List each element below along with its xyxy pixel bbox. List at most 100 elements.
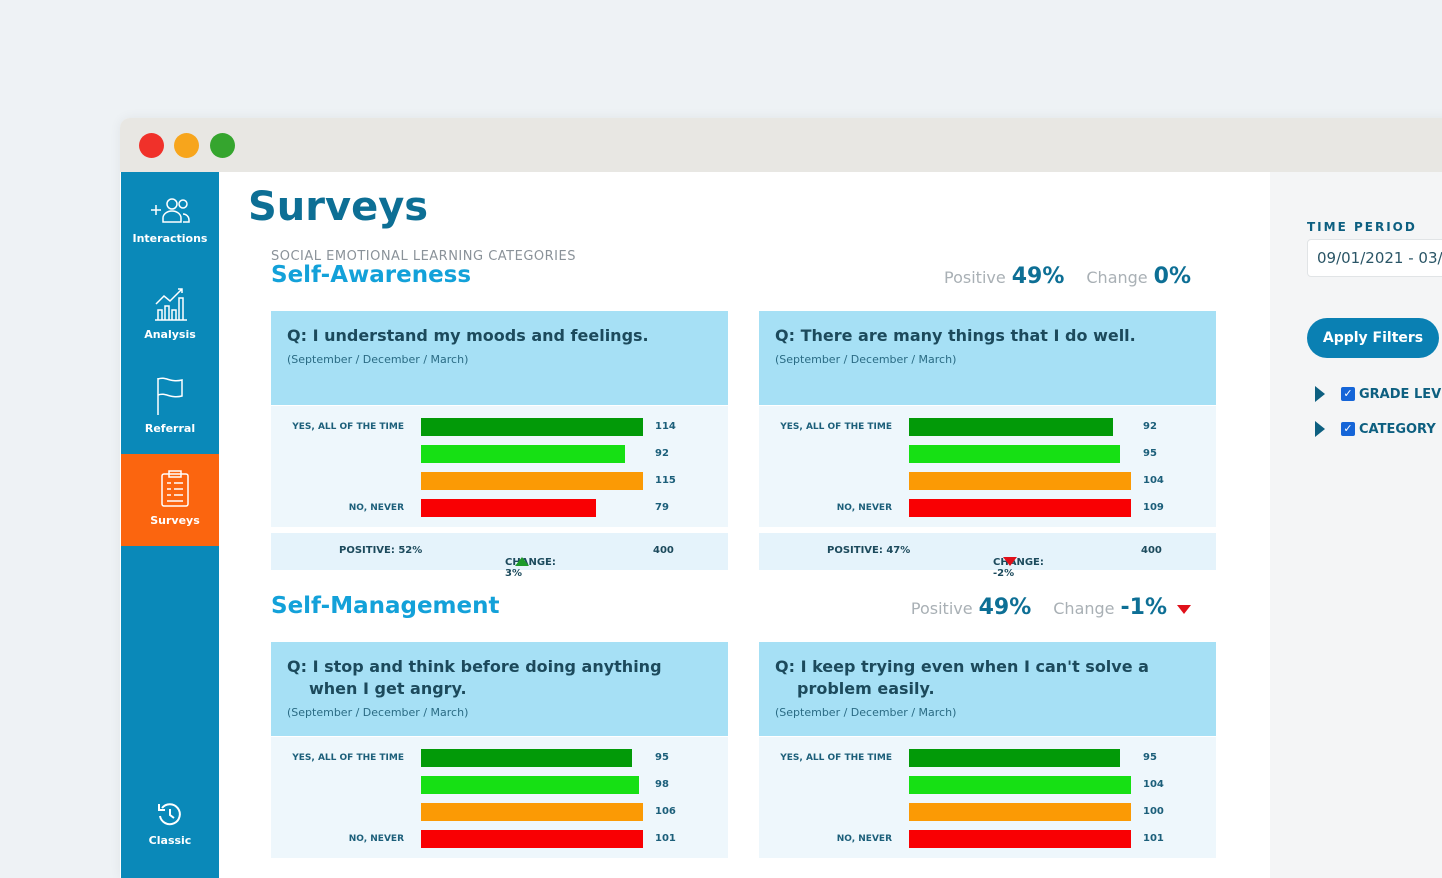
question-card: Q: I stop and think before doing anythin… xyxy=(271,642,728,878)
response-bar xyxy=(909,499,1131,517)
clipboard-icon xyxy=(161,470,189,507)
flag-icon xyxy=(157,377,183,415)
label-top: YES, ALL OF THE TIME xyxy=(292,753,404,763)
section-stats: Positive 49% Change 0% xyxy=(944,264,1191,289)
response-count: 79 xyxy=(655,502,669,513)
time-period-input[interactable]: 09/01/2021 - 03/1 xyxy=(1307,239,1442,277)
response-row: 106 xyxy=(271,803,728,821)
response-count: 104 xyxy=(1143,779,1164,790)
sidebar-item-analysis[interactable]: Analysis xyxy=(121,286,219,341)
response-bar xyxy=(909,749,1120,767)
response-count: 104 xyxy=(1143,475,1164,486)
label-bottom: NO, NEVER xyxy=(348,834,404,844)
label-top: YES, ALL OF THE TIME xyxy=(780,422,892,432)
response-bar xyxy=(421,499,597,517)
section-stats: Positive 49% Change -1% xyxy=(911,595,1191,620)
response-count: 95 xyxy=(1143,448,1157,459)
response-count: 115 xyxy=(655,475,676,486)
response-bar xyxy=(421,776,639,794)
response-bar xyxy=(421,418,643,436)
expand-arrow-icon[interactable] xyxy=(1315,386,1325,402)
response-bars: YES, ALL OF THE TIME 95 98 106 NO, NEVER 101 xyxy=(271,737,728,858)
response-count: 92 xyxy=(655,448,669,459)
response-count: 92 xyxy=(1143,421,1157,432)
response-count: 95 xyxy=(655,752,669,763)
response-row: NO, NEVER 101 xyxy=(759,830,1216,848)
label-top: YES, ALL OF THE TIME xyxy=(292,422,404,432)
response-row: YES, ALL OF THE TIME 95 xyxy=(271,749,728,767)
filter-group-label: GRADE LEVEL xyxy=(1359,386,1442,402)
checkbox-checked-icon[interactable]: ✓ xyxy=(1341,422,1355,436)
maximize-window-button[interactable] xyxy=(210,133,235,158)
question-period: (September / December / March) xyxy=(287,353,469,366)
page-title: Surveys xyxy=(248,184,429,230)
response-bar xyxy=(909,803,1131,821)
response-row: 98 xyxy=(271,776,728,794)
bar-chart-icon xyxy=(155,288,187,321)
response-row: 104 xyxy=(759,472,1216,490)
question-text: Q: I understand my moods and feelings. xyxy=(287,326,649,345)
response-bar xyxy=(909,830,1131,848)
people-plus-icon xyxy=(151,198,190,223)
section-positive: 49% xyxy=(1011,264,1065,289)
response-bar xyxy=(421,803,643,821)
response-row: NO, NEVER 101 xyxy=(271,830,728,848)
response-count: 101 xyxy=(1143,833,1164,844)
section-positive: 49% xyxy=(978,595,1032,620)
response-row: YES, ALL OF THE TIME 95 xyxy=(759,749,1216,767)
change-up-icon xyxy=(515,557,529,566)
response-row: 100 xyxy=(759,803,1216,821)
question-text: Q: There are many things that I do well. xyxy=(775,326,1136,345)
app-window: Interactions Analysis Referral Surveys C… xyxy=(120,118,1442,878)
response-row: YES, ALL OF THE TIME 92 xyxy=(759,418,1216,436)
response-bar xyxy=(421,445,626,463)
expand-arrow-icon[interactable] xyxy=(1315,421,1325,437)
card-positive: POSITIVE: 47% xyxy=(827,545,911,556)
section-change: 0% xyxy=(1153,264,1191,289)
history-icon xyxy=(158,803,181,826)
question-card: Q: I understand my moods and feelings. (S… xyxy=(271,311,728,579)
response-bars: YES, ALL OF THE TIME 95 104 100 NO, NEVER 101 xyxy=(759,737,1216,858)
response-count: 106 xyxy=(655,806,676,817)
card-total: 400 xyxy=(1141,545,1162,556)
sidebar-item-referral[interactable]: Referral xyxy=(121,376,219,435)
response-count: 100 xyxy=(1143,806,1164,817)
filter-group[interactable]: ✓ CATEGORY xyxy=(1315,421,1436,437)
card-positive: POSITIVE: 52% xyxy=(339,545,423,556)
question-text: Q: I stop and think before doing anythin… xyxy=(287,657,662,698)
response-count: 101 xyxy=(655,833,676,844)
card-summary: POSITIVE: 47% CHANGE: -2% 400 xyxy=(759,533,1216,579)
card-total: 400 xyxy=(653,545,674,556)
main-content: Surveys SOCIAL EMOTIONAL LEARNING CATEGO… xyxy=(219,172,1270,878)
question-period: (September / December / March) xyxy=(775,353,957,366)
card-change: CHANGE: 3% xyxy=(505,557,556,579)
response-count: 114 xyxy=(655,421,676,432)
response-row: 104 xyxy=(759,776,1216,794)
sidebar-item-surveys[interactable]: Surveys xyxy=(121,454,229,546)
response-row: 95 xyxy=(759,445,1216,463)
response-bars: YES, ALL OF THE TIME 92 95 104 NO, NEVER 109 xyxy=(759,406,1216,527)
section-change: -1% xyxy=(1120,595,1167,620)
apply-filters-button[interactable]: Apply Filters xyxy=(1307,318,1439,358)
sidebar-item-classic[interactable]: Classic xyxy=(121,800,219,847)
minimize-window-button[interactable] xyxy=(174,133,199,158)
response-row: YES, ALL OF THE TIME 114 xyxy=(271,418,728,436)
response-bars: YES, ALL OF THE TIME 114 92 115 NO, NEVER 79 xyxy=(271,406,728,527)
response-bar xyxy=(421,472,643,490)
sidebar-item-interactions[interactable]: Interactions xyxy=(121,196,219,245)
response-count: 109 xyxy=(1143,502,1164,513)
response-row: NO, NEVER 79 xyxy=(271,499,728,517)
filter-panel: TIME PERIOD 09/01/2021 - 03/1 Apply Filt… xyxy=(1270,172,1442,878)
filter-group[interactable]: ✓ GRADE LEVEL xyxy=(1315,386,1442,402)
question-text: Q: I keep trying even when I can't solve… xyxy=(775,657,1149,698)
label-top: YES, ALL OF THE TIME xyxy=(780,753,892,763)
close-window-button[interactable] xyxy=(139,133,164,158)
response-bar xyxy=(909,776,1131,794)
response-bar xyxy=(909,445,1120,463)
title-bar xyxy=(120,118,1442,172)
section-title: Self-Awareness xyxy=(271,262,472,288)
change-down-icon xyxy=(1003,557,1017,566)
response-count: 98 xyxy=(655,779,669,790)
label-bottom: NO, NEVER xyxy=(348,503,404,513)
checkbox-checked-icon[interactable]: ✓ xyxy=(1341,387,1355,401)
